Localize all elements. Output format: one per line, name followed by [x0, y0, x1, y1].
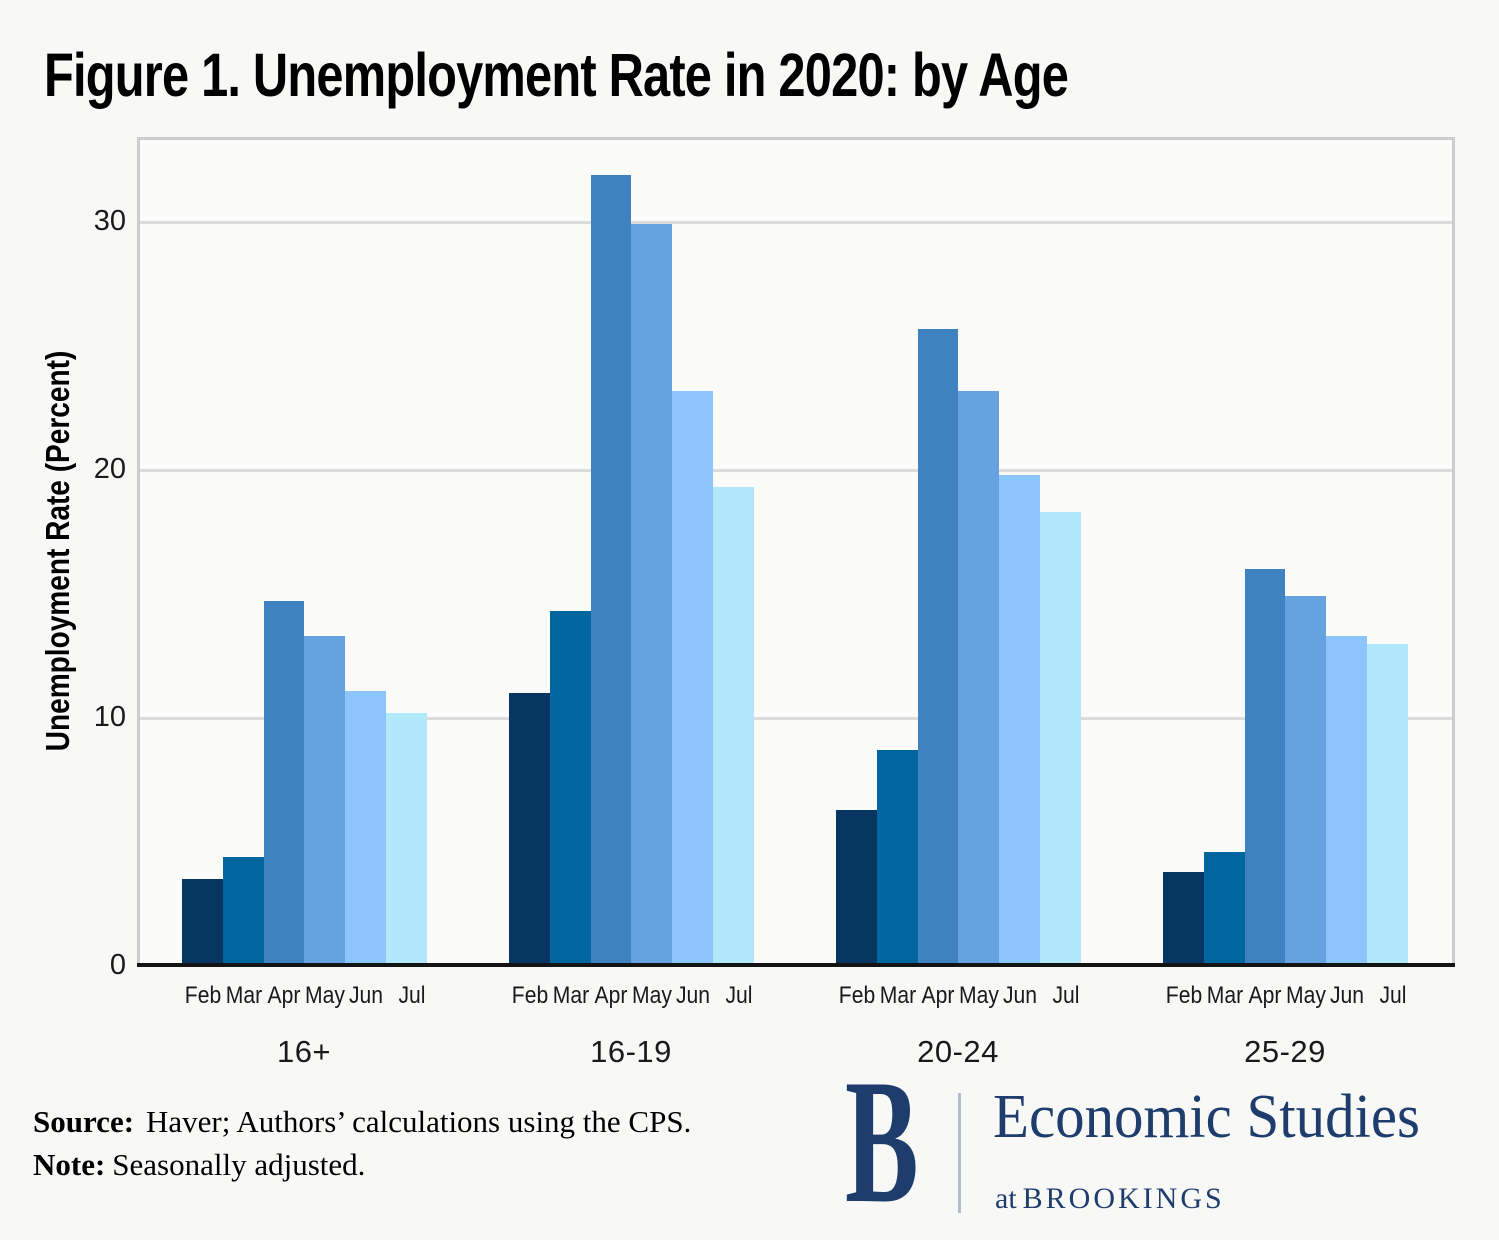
y-tick-label-10: 10 [93, 701, 126, 733]
logo-economic-studies: Economic Studies [993, 1083, 1420, 1151]
bar-20-24-Apr [918, 329, 958, 966]
x-tick-label-16-19-Apr: Apr [594, 982, 628, 1009]
x-tick-label-16+-Jul: Jul [398, 982, 426, 1009]
bar-16+-Jul [386, 713, 427, 966]
group-label-16+: 16+ [276, 1034, 332, 1069]
x-tick-label-20-24-Feb: Feb [838, 982, 876, 1009]
bar-25-29-Jul [1367, 644, 1408, 966]
source-text: Haver; Authors’ calculations using the C… [146, 1104, 692, 1139]
bar-25-29-May [1285, 596, 1326, 966]
x-tick-label-25-29-Jun: Jun [1329, 982, 1365, 1009]
logo-at-brookings: at BROOKINGS [995, 1182, 1225, 1216]
x-tick-label-16-19-Jun: Jun [675, 982, 711, 1009]
bar-20-24-Jul [1040, 512, 1081, 966]
bar-20-24-May [958, 391, 999, 966]
note-line: Note: Seasonally adjusted. [33, 1143, 691, 1186]
x-tick-label-25-29-May: May [1286, 982, 1326, 1009]
x-tick-label-20-24-Mar: Mar [879, 982, 917, 1009]
gridline-30 [140, 221, 1452, 224]
bar-16+-May [304, 636, 345, 966]
bar-25-29-Jun [1326, 636, 1367, 966]
bar-16+-Feb [182, 879, 223, 966]
y-tick-label-20: 20 [93, 453, 126, 485]
note-label: Note: [33, 1147, 106, 1182]
y-tick-label-30: 30 [93, 205, 126, 237]
x-tick-label-20-24-Apr: Apr [921, 982, 955, 1009]
x-tick-label-20-24-May: May [959, 982, 999, 1009]
bar-20-24-Jun [999, 475, 1040, 966]
bar-16+-Apr [264, 601, 304, 966]
gridline-20 [140, 469, 1452, 472]
group-label-16-19: 16-19 [590, 1034, 672, 1069]
bar-25-29-Feb [1163, 872, 1204, 966]
bar-16+-Mar [223, 857, 264, 966]
x-tick-label-16+-May: May [305, 982, 345, 1009]
bar-16-19-Mar [550, 611, 591, 966]
bar-20-24-Feb [836, 810, 877, 966]
bar-25-29-Mar [1204, 852, 1245, 966]
brookings-b-monogram: B [845, 1042, 919, 1240]
bar-16-19-Jun [672, 391, 713, 966]
x-tick-label-25-29-Mar: Mar [1206, 982, 1244, 1009]
x-tick-label-25-29-Feb: Feb [1165, 982, 1203, 1009]
x-tick-label-20-24-Jun: Jun [1002, 982, 1038, 1009]
logo-at: at [995, 1182, 1017, 1215]
bar-16+-Jun [345, 691, 386, 966]
bar-25-29-Apr [1245, 569, 1285, 966]
note-text: Seasonally adjusted. [112, 1147, 366, 1182]
group-label-20-24: 20-24 [917, 1034, 999, 1069]
x-axis-line [137, 963, 1455, 967]
y-tick-label-0: 0 [109, 949, 126, 981]
bar-16-19-May [631, 224, 672, 966]
x-tick-label-16+-Feb: Feb [184, 982, 222, 1009]
bar-16-19-Jul [713, 487, 754, 966]
logo-divider [958, 1093, 961, 1213]
x-tick-label-16-19-Mar: Mar [552, 982, 590, 1009]
x-tick-label-16-19-May: May [632, 982, 672, 1009]
x-tick-label-16+-Jun: Jun [348, 982, 384, 1009]
x-tick-label-16-19-Jul: Jul [725, 982, 753, 1009]
x-tick-label-16+-Mar: Mar [225, 982, 263, 1009]
gridline-10 [140, 717, 1452, 720]
x-tick-label-16+-Apr: Apr [267, 982, 301, 1009]
group-label-25-29: 25-29 [1244, 1034, 1326, 1069]
x-tick-label-25-29-Jul: Jul [1379, 982, 1407, 1009]
source-label: Source: [33, 1104, 135, 1139]
brookings-logo: B Economic Studies at BROOKINGS [845, 1052, 1495, 1230]
x-tick-label-25-29-Apr: Apr [1248, 982, 1282, 1009]
source-line: Source: Haver; Authors’ calculations usin… [33, 1100, 691, 1143]
x-tick-label-16-19-Feb: Feb [511, 982, 549, 1009]
x-tick-label-20-24-Jul: Jul [1052, 982, 1080, 1009]
bar-16-19-Apr [591, 175, 631, 966]
chart-notes: Source: Haver; Authors’ calculations usin… [33, 1100, 691, 1186]
figure-title: Figure 1. Unemployment Rate in 2020: by … [44, 41, 1069, 109]
logo-brookings-wordmark: BROOKINGS [1022, 1182, 1225, 1215]
bar-20-24-Mar [877, 750, 918, 966]
bar-16-19-Feb [509, 693, 550, 966]
y-axis-title: Unemployment Rate (Percent) [39, 350, 76, 752]
